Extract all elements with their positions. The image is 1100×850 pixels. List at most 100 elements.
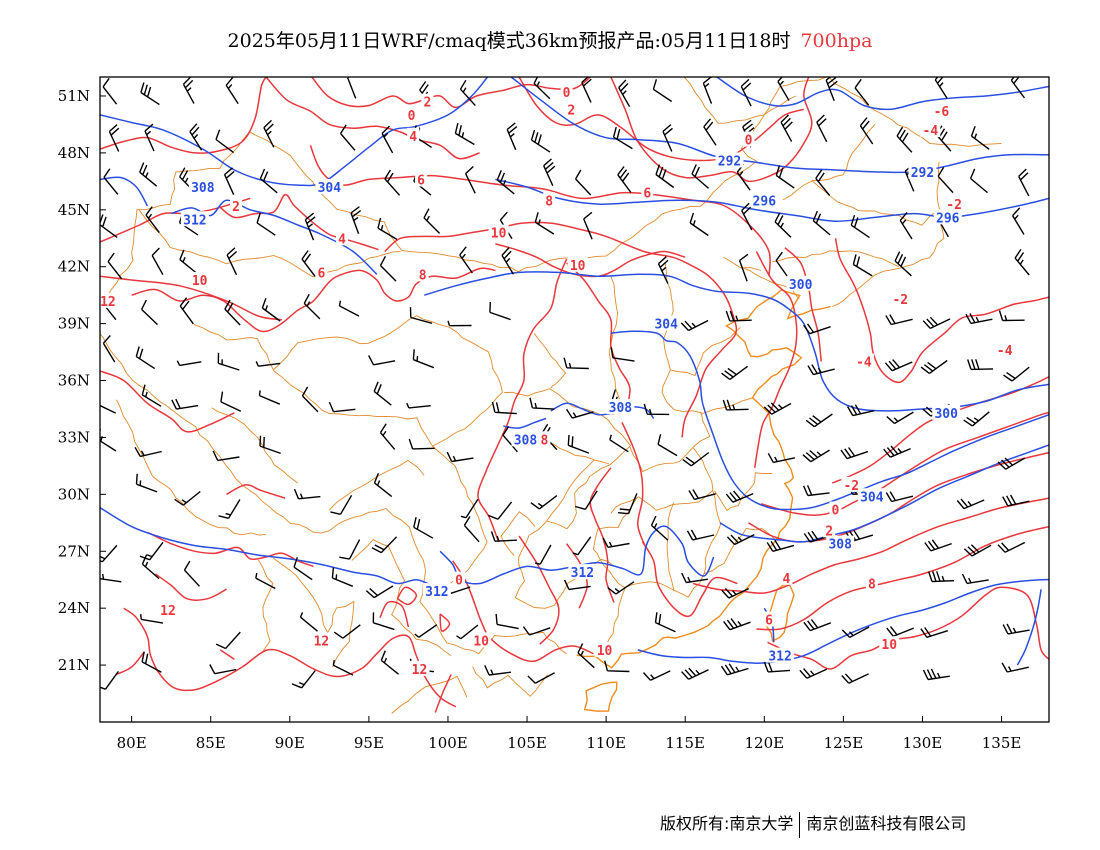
contour-label-bg: [158, 602, 179, 618]
wind-barb: [998, 310, 1025, 322]
wind-barb: [215, 631, 241, 650]
contour-label-bg: [567, 256, 588, 272]
wind-barb: [643, 403, 670, 416]
contour-label-bg: [568, 564, 597, 580]
temperature-isotherm: [784, 247, 822, 362]
wind-barb: [802, 449, 830, 463]
temperature-label: 4: [409, 130, 417, 145]
wind-barb: [495, 613, 519, 630]
wind-barb: [922, 316, 951, 330]
wind-barb: [726, 533, 755, 546]
copyright-company: 南京创蓝科技有限公司: [806, 814, 967, 833]
wind-barb: [259, 168, 278, 194]
contour-label-bg: [415, 171, 428, 187]
wind-barb: [609, 434, 629, 453]
temperature-label: 2: [567, 103, 575, 118]
wind-barb: [330, 494, 353, 515]
temperature-isotherm: [265, 77, 480, 160]
boundary-line: [138, 208, 401, 278]
wind-barb: [969, 168, 988, 194]
wind-barb: [293, 557, 313, 581]
wind-barb: [740, 78, 752, 107]
lon-tick-label: 85E: [196, 734, 226, 752]
temperature-label: 8: [419, 268, 427, 283]
wind-barb: [501, 247, 514, 275]
wind-barb: [176, 360, 202, 367]
geopotential-label: 308: [828, 538, 852, 553]
wind-barb: [534, 544, 552, 565]
wind-barb: [447, 320, 472, 327]
wind-barb: [662, 124, 673, 152]
wind-barb: [720, 663, 749, 676]
lat-tick-label: 27N: [58, 542, 90, 560]
wind-barb: [841, 673, 869, 684]
contour-label-bg: [780, 569, 793, 585]
wind-barb: [258, 390, 281, 405]
temperature-isotherm: [384, 221, 738, 438]
temperature-isotherm: [100, 275, 283, 321]
boundary-line: [273, 315, 503, 447]
temperature-isotherm: [477, 258, 568, 543]
temperature-label: 8: [541, 433, 549, 448]
contour-label-bg: [409, 660, 430, 676]
wind-barb: [583, 211, 593, 240]
geopotential-label: 292: [718, 154, 741, 169]
temperature-label: -2: [892, 293, 908, 308]
lat-tick-label: 30N: [58, 485, 90, 503]
wind-barb: [135, 473, 158, 493]
wind-barb: [899, 212, 913, 240]
lat-tick-label: 24N: [58, 599, 90, 617]
boundary-line: [723, 256, 762, 271]
temperature-label: 6: [643, 187, 651, 202]
temperature-isotherm: [621, 421, 647, 548]
wind-barb: [490, 531, 517, 542]
temperature-isotherm: [219, 649, 235, 661]
wind-barb: [224, 299, 241, 326]
temperature-isotherm: [434, 674, 452, 713]
wind-barb: [803, 619, 832, 632]
geopotential-label: 312: [425, 585, 448, 600]
boundary-line: [666, 502, 675, 592]
wind-barb: [721, 587, 749, 599]
contour-label-bg: [538, 431, 551, 447]
wind-barb: [179, 297, 194, 325]
geopotential-isoline: [716, 77, 1049, 111]
wind-barb: [100, 404, 117, 414]
contour-label-bg: [188, 179, 217, 195]
boundary-line: [273, 557, 355, 668]
lon-tick-label: 115E: [665, 734, 705, 752]
temperature-isotherm: [754, 251, 798, 468]
geopotential-label: 308: [514, 433, 538, 448]
wind-barb: [223, 167, 235, 195]
wind-barb: [529, 397, 555, 410]
wind-barb: [681, 572, 709, 584]
temperature-isotherm: [100, 77, 267, 154]
wind-barb: [530, 129, 551, 153]
lat-tick-label: 48N: [58, 144, 90, 162]
wind-barb: [463, 516, 480, 543]
wind-barb: [339, 539, 361, 560]
wind-barb: [970, 126, 990, 150]
wind-barb: [689, 212, 709, 237]
temperature-label: 0: [563, 86, 571, 101]
wind-barb: [854, 78, 870, 106]
wind-barb: [738, 253, 749, 282]
lon-tick-label: 120E: [745, 734, 785, 752]
wind-barb: [460, 498, 479, 519]
temperature-label: -4: [856, 356, 872, 371]
wind-barb: [617, 166, 632, 193]
contour-label-bg: [606, 399, 635, 415]
lat-tick-label: 36N: [58, 372, 90, 390]
wind-barb: [741, 202, 753, 231]
wind-barb: [527, 672, 555, 684]
temperature-label: 0: [745, 134, 753, 149]
wind-barb: [604, 660, 630, 673]
wind-barb: [189, 123, 203, 151]
contour-label-bg: [311, 632, 332, 648]
temperature-label: 12: [412, 663, 428, 678]
temperature-label: 10: [597, 644, 613, 659]
wind-barb: [151, 247, 164, 276]
boundary-line: [772, 250, 899, 268]
temperature-label: 8: [545, 194, 553, 209]
boundary-line: [351, 539, 452, 656]
